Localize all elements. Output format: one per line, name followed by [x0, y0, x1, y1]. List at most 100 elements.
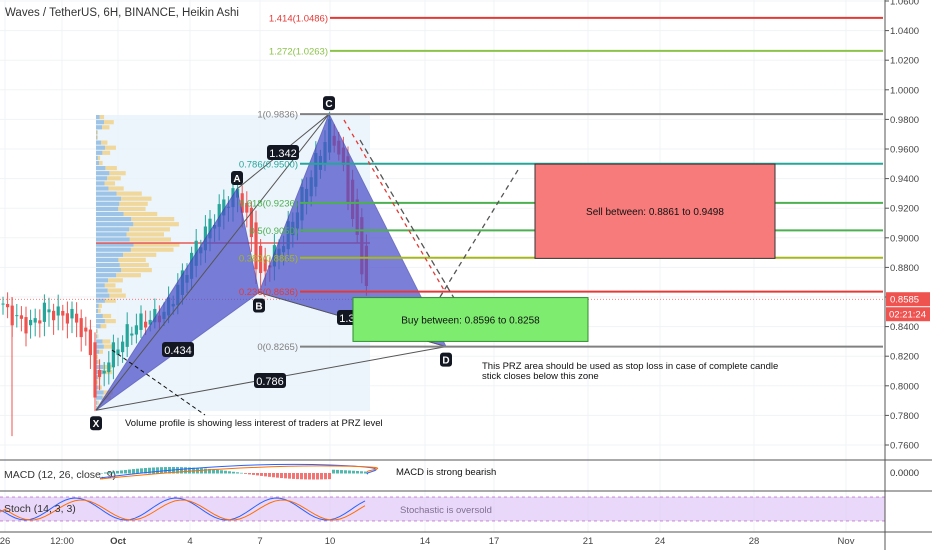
xc-line: [95, 113, 330, 411]
volume-bar-down: [102, 125, 110, 130]
macd-histogram-bar: [120, 470, 123, 474]
candle-body: [111, 342, 115, 368]
macd-histogram-bar: [360, 471, 363, 474]
volume-bar-down: [119, 201, 148, 206]
volume-bar-down: [102, 313, 112, 319]
stoch-d-line: [0, 499, 366, 521]
volume-bar-down: [116, 273, 141, 278]
y-tick-label: 1.0000: [890, 85, 919, 96]
macd-histogram-bar: [188, 467, 191, 474]
macd-line: [99, 463, 377, 479]
macd-histogram-bar: [288, 473, 291, 479]
macd-histogram-bar: [268, 473, 271, 477]
volume-bar-up: [96, 319, 105, 324]
fib-label: 1.414(1.0486): [269, 13, 328, 24]
candle-body: [249, 207, 253, 238]
volume-bar-up: [96, 262, 120, 268]
volume-bar-down: [104, 319, 116, 324]
zone-buy: [352, 297, 589, 342]
macd-histogram-bar: [212, 469, 215, 474]
x-tick-label: 4: [187, 536, 192, 547]
pattern-point-a: A: [233, 174, 240, 185]
volume-bar-down: [104, 283, 116, 288]
fib-label: 0.236(0.8636): [239, 287, 298, 298]
macd-histogram-bar: [316, 473, 319, 480]
volume-bar-up: [96, 145, 105, 150]
volume-bar-up: [96, 171, 110, 176]
volume-bar-up: [96, 390, 104, 395]
candle-body: [139, 313, 143, 330]
pattern-point-b: B: [255, 302, 262, 313]
y-tick-label: 1.0600: [890, 0, 919, 8]
price-label: 0.8585: [890, 295, 919, 306]
volume-bar-up: [96, 349, 100, 354]
candle-body: [70, 308, 74, 319]
macd-histogram-bar: [284, 473, 287, 479]
macd-histogram-bar: [100, 473, 103, 474]
candle-body: [56, 306, 60, 316]
candle-body: [144, 321, 148, 328]
macd-histogram-bar: [216, 469, 219, 474]
chart-title: Waves / TetherUS, 6H, BINANCE, Heikin As…: [5, 7, 239, 19]
volume-bar-up: [96, 247, 131, 252]
volume-bar-up: [96, 227, 130, 232]
forecast-arrow-down: [343, 119, 445, 291]
candle-body: [42, 302, 46, 322]
pattern-point-badge: [440, 352, 452, 367]
volume-bar-down: [107, 176, 121, 181]
volume-bar-down: [98, 160, 103, 166]
volume-bar-up: [96, 329, 97, 334]
macd-histogram-bar: [232, 471, 235, 474]
candle-body: [121, 341, 125, 353]
volume-bar-up: [96, 186, 109, 191]
volume-bar-down: [104, 181, 116, 186]
ratio-badge: [162, 342, 194, 357]
volume-bar-up: [96, 120, 105, 125]
forecast-arrow-up: [439, 169, 519, 298]
macd-histogram-bar: [300, 473, 303, 480]
macd-histogram-bar: [152, 467, 155, 474]
volume-bar-down: [120, 196, 152, 201]
volume-bar-up: [96, 298, 105, 303]
macd-histogram-bar: [352, 470, 355, 474]
ratio-label-xa_xc: 1.342: [269, 148, 297, 160]
x-tick-label: 14: [420, 536, 431, 547]
volume-bar-down: [109, 293, 126, 298]
macd-histogram-bar: [112, 471, 115, 474]
volume-bar-down: [98, 308, 101, 313]
volume-bar-down: [97, 359, 100, 364]
x-tick-label: 28: [749, 536, 760, 547]
fib-label: 1.272(1.0263): [269, 46, 328, 57]
ratio-badge: [254, 373, 286, 388]
volume-bar-up: [96, 196, 121, 201]
price-label-bg: [886, 292, 930, 307]
volume-bar-up: [96, 257, 119, 262]
macd-histogram-bar: [104, 472, 107, 474]
volume-bar-down: [99, 349, 104, 354]
volume-bar-down: [118, 257, 146, 262]
macd-histogram-bar: [304, 473, 307, 480]
candle-body: [134, 325, 138, 335]
volume-bar-down: [123, 252, 157, 257]
candle-body: [217, 204, 221, 227]
y-tick-label: 0.8800: [890, 263, 919, 274]
volume-bar-down: [96, 380, 98, 385]
volume-bar-down: [104, 145, 116, 150]
candle-body: [125, 324, 129, 347]
volume-bar-up: [96, 313, 103, 319]
forecast-arrow-mid: [359, 139, 471, 326]
volume-bar-down: [119, 262, 149, 268]
macd-histogram-bar: [204, 468, 207, 474]
x-tick-label: Nov: [838, 536, 855, 547]
x-tick-label: 21: [583, 536, 594, 547]
volume-bar-up: [96, 268, 122, 273]
y-tick-label: 0.9000: [890, 233, 919, 244]
macd-signal-line: [99, 465, 378, 480]
macd-histogram-bar: [132, 469, 135, 474]
y-tick-label: 0.9400: [890, 174, 919, 185]
candle-body: [222, 199, 226, 216]
candle-body: [6, 303, 10, 308]
volume-bar-up: [96, 222, 134, 227]
